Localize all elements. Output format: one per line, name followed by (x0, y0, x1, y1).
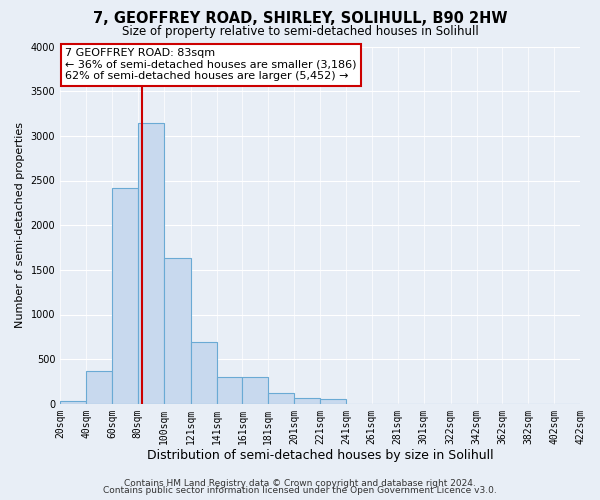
Bar (138, 124, 164, 404)
Bar (164, 258, 191, 404)
Bar (268, 392, 294, 404)
X-axis label: Distribution of semi-detached houses by size in Solihull: Distribution of semi-detached houses by … (147, 450, 493, 462)
Bar (112, 188, 138, 404)
Bar (86, 371, 112, 404)
Text: 7, GEOFFREY ROAD, SHIRLEY, SOLIHULL, B90 2HW: 7, GEOFFREY ROAD, SHIRLEY, SOLIHULL, B90… (93, 11, 507, 26)
Bar (217, 377, 242, 404)
Bar (294, 398, 320, 404)
Y-axis label: Number of semi-detached properties: Number of semi-detached properties (15, 122, 25, 328)
Text: Size of property relative to semi-detached houses in Solihull: Size of property relative to semi-detach… (122, 25, 478, 38)
Text: Contains HM Land Registry data © Crown copyright and database right 2024.: Contains HM Land Registry data © Crown c… (124, 478, 476, 488)
Bar (320, 399, 346, 404)
Bar (60, 401, 86, 404)
Text: Contains public sector information licensed under the Open Government Licence v3: Contains public sector information licen… (103, 486, 497, 495)
Bar (242, 377, 268, 404)
Text: 7 GEOFFREY ROAD: 83sqm
← 36% of semi-detached houses are smaller (3,186)
62% of : 7 GEOFFREY ROAD: 83sqm ← 36% of semi-det… (65, 48, 357, 82)
Bar (191, 342, 217, 404)
